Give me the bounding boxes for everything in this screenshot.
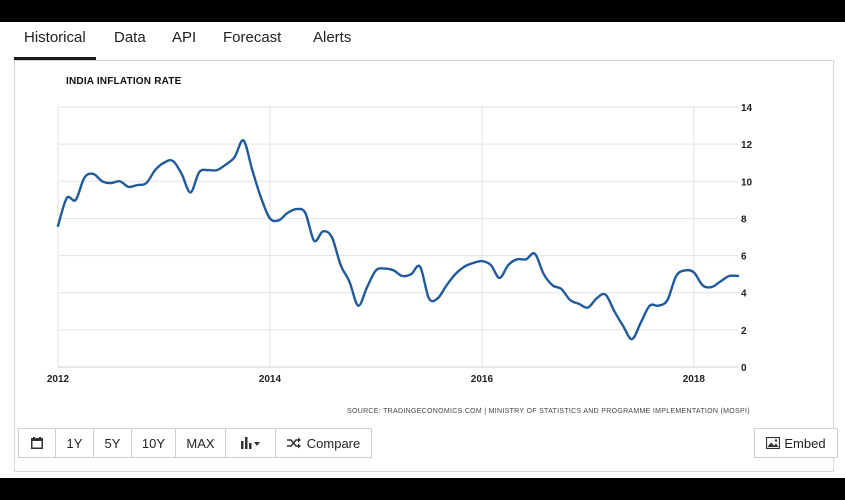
chart-type-button[interactable] — [226, 428, 276, 458]
chart-frame — [14, 60, 834, 472]
y-tick-label: 8 — [741, 214, 747, 225]
source-note: SOURCE: TRADINGECONOMICS.COM | MINISTRY … — [347, 408, 750, 415]
y-tick-label: 12 — [741, 140, 753, 151]
image-icon — [766, 437, 781, 449]
range-1y-button[interactable]: 1Y — [56, 428, 94, 458]
shuffle-icon — [286, 437, 301, 449]
compare-label: Compare — [306, 435, 361, 451]
y-tick-label: 2 — [741, 326, 747, 337]
calendar-button[interactable] — [18, 428, 56, 458]
embed-button[interactable]: Embed — [754, 428, 838, 458]
tab-alerts[interactable]: Alerts — [313, 29, 352, 46]
tab-data[interactable]: Data — [114, 29, 146, 46]
calendar-icon — [31, 437, 43, 449]
y-tick-label: 14 — [741, 103, 753, 114]
chart-toolbar: 1Y 5Y 10Y MAX Compare — [18, 428, 372, 460]
chart-panel: Historical Data API Forecast Alerts INDI… — [0, 22, 845, 478]
x-tick-label: 2014 — [259, 374, 282, 385]
range-10y-button[interactable]: 10Y — [132, 428, 176, 458]
series-line-inflation — [56, 139, 740, 341]
chart-title: INDIA INFLATION RATE — [66, 76, 182, 87]
range-5y-button[interactable]: 5Y — [94, 428, 132, 458]
bar-chart-icon — [240, 437, 260, 449]
x-tick-label: 2018 — [683, 374, 706, 385]
tab-bar: Historical Data API Forecast Alerts — [14, 22, 834, 61]
tab-api[interactable]: API — [172, 29, 197, 46]
y-tick-label: 0 — [741, 363, 747, 374]
y-tick-label: 4 — [741, 289, 747, 300]
embed-label: Embed — [784, 435, 826, 451]
tab-historical[interactable]: Historical — [14, 29, 96, 60]
y-tick-label: 10 — [741, 177, 753, 188]
compare-button[interactable]: Compare — [276, 428, 372, 458]
x-tick-label: 2012 — [47, 374, 70, 385]
x-tick-label: 2016 — [471, 374, 494, 385]
y-tick-label: 6 — [741, 252, 747, 263]
tab-forecast[interactable]: Forecast — [223, 29, 282, 46]
range-max-button[interactable]: MAX — [176, 428, 226, 458]
inflation-line-chart: 0 2 4 6 8 10 12 14 2012 2014 2016 2018 — [47, 103, 753, 385]
